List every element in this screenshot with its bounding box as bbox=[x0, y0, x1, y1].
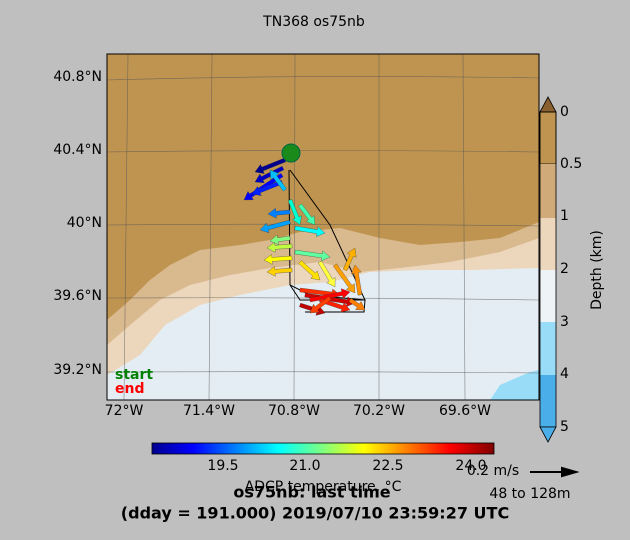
legend-start: start bbox=[115, 367, 153, 383]
scale-depth: 48 to 128m bbox=[489, 486, 570, 502]
scale-speed: 0.2 m/s bbox=[467, 463, 519, 479]
temp-tick: 21.0 bbox=[289, 458, 320, 474]
lat-tick: 39.2°N bbox=[53, 362, 102, 378]
footer-line2: (dday = 191.000) 2019/07/10 23:59:27 UTC bbox=[121, 504, 509, 523]
scale-arrow bbox=[530, 466, 580, 478]
lon-tick: 69.6°W bbox=[439, 403, 491, 419]
velocity-arrow bbox=[309, 296, 332, 314]
temp-label: ADCP temperature, °C bbox=[245, 479, 402, 495]
lon-tick: 72°W bbox=[105, 403, 144, 419]
map bbox=[107, 54, 539, 400]
depth-tick: 0 bbox=[560, 104, 569, 120]
velocity-arrow bbox=[267, 208, 291, 219]
lat-tick: 39.6°N bbox=[53, 288, 102, 304]
depth-tick: 3 bbox=[560, 314, 569, 330]
depth-colorbar bbox=[539, 96, 557, 443]
footer-line1: os75nb: last time bbox=[233, 483, 390, 502]
velocity-arrow bbox=[266, 266, 293, 277]
depth-tick: 5 bbox=[560, 419, 569, 435]
velocity-arrow bbox=[294, 249, 331, 262]
title: TN368 os75nb bbox=[262, 14, 365, 30]
lon-tick: 71.4°W bbox=[183, 403, 235, 419]
map-frame bbox=[106, 53, 540, 401]
depth-tick: 1 bbox=[560, 208, 569, 224]
velocity-arrow bbox=[287, 199, 302, 226]
depth-tick: 2 bbox=[560, 261, 569, 277]
velocity-arrow bbox=[269, 169, 287, 192]
velocity-arrow bbox=[342, 247, 357, 272]
velocity-arrow bbox=[259, 219, 291, 233]
lat-tick: 40°N bbox=[67, 215, 102, 231]
velocity-arrow bbox=[263, 254, 293, 265]
start-marker bbox=[281, 143, 301, 163]
temp-tick: 19.5 bbox=[207, 458, 238, 474]
velocity-arrow bbox=[351, 264, 363, 296]
lon-tick: 70.2°W bbox=[353, 403, 405, 419]
depth-label: Depth (km) bbox=[589, 230, 605, 310]
temp-tick: 24.0 bbox=[455, 458, 486, 474]
depth-tick: 0.5 bbox=[560, 156, 582, 172]
depth-tick: 4 bbox=[560, 366, 569, 382]
velocity-arrow bbox=[266, 242, 293, 253]
temp-tick: 22.5 bbox=[372, 458, 403, 474]
lon-tick: 70.8°W bbox=[268, 403, 320, 419]
legend-end: end bbox=[115, 381, 144, 397]
velocity-arrow bbox=[318, 260, 336, 288]
lat-tick: 40.4°N bbox=[53, 142, 102, 158]
velocity-arrow bbox=[348, 298, 366, 311]
lat-tick: 40.8°N bbox=[53, 69, 102, 85]
velocity-arrow bbox=[333, 263, 356, 294]
velocity-arrow bbox=[294, 225, 326, 237]
velocity-arrow bbox=[298, 260, 321, 281]
velocity-arrow bbox=[298, 203, 316, 226]
temp-colorbar bbox=[151, 442, 495, 455]
velocity-arrow bbox=[309, 288, 351, 303]
velocity-arrow bbox=[254, 157, 286, 174]
velocity-arrow bbox=[254, 166, 285, 184]
